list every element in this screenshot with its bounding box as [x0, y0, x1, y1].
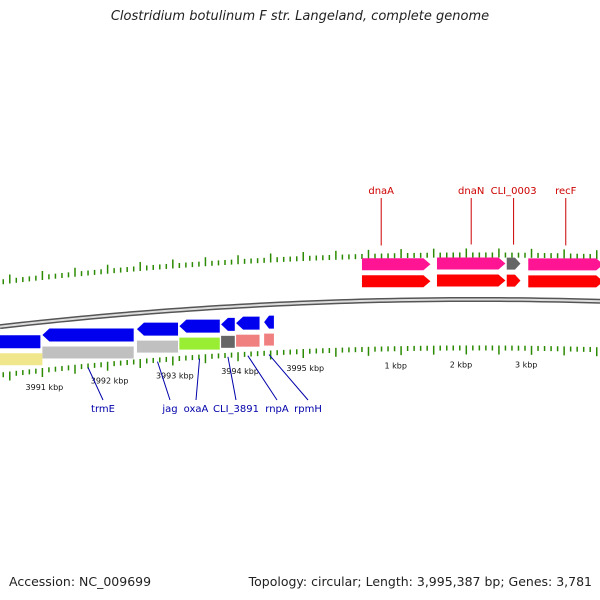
- reverse-cds-rpmH: [264, 333, 274, 346]
- reverse-gene-label: rnpA: [265, 404, 289, 415]
- reverse-gene-label: jag: [161, 404, 177, 415]
- reverse-gene-oxaA: [179, 319, 220, 333]
- forward-gene-label: dnaA: [368, 186, 394, 197]
- scale-label: 3995 kbp: [286, 364, 324, 373]
- forward-gene-dnaN: [436, 274, 506, 287]
- reverse-gene-label: trmE: [91, 404, 115, 415]
- reverse-cds-partial: [0, 353, 43, 366]
- reverse-gene-rpmH: [264, 315, 274, 329]
- reverse-label-leader: [268, 354, 309, 401]
- reverse-gene-rnpA: [236, 316, 260, 330]
- gene-labels: dnaA dnaN CLI_0003 recF trmE jag oxaA CLI_3891 r…: [87, 186, 577, 415]
- forward-gene-label: dnaN: [458, 186, 484, 197]
- scale-label: 3991 kbp: [26, 383, 64, 392]
- reverse-label-leader: [195, 358, 201, 401]
- forward-gene-label: CLI_0003: [491, 186, 537, 197]
- scale-label: 3994 kbp: [221, 367, 259, 376]
- scale-label: 3993 kbp: [156, 371, 194, 380]
- outer-tick-marks: [2, 248, 598, 285]
- reverse-cds-rnpA: [236, 334, 260, 347]
- reverse-strand-features: [0, 315, 274, 366]
- reverse-cds-CLI_3891: [221, 335, 235, 348]
- reverse-label-leader: [247, 355, 278, 401]
- scale-label: 1 kbp: [385, 361, 407, 370]
- forward-gene-recF: [528, 275, 600, 288]
- genome-stats-text: Topology: circular; Length: 3,995,387 bp…: [248, 574, 592, 589]
- forward-cds-CLI_0003: [506, 257, 521, 270]
- forward-cds-dnaA: [361, 258, 431, 271]
- reverse-gene-trmE: [42, 328, 134, 342]
- forward-gene-CLI_0003: [506, 274, 521, 287]
- scale-label: 3992 kbp: [91, 377, 129, 386]
- reverse-gene-CLI_3891: [221, 317, 235, 331]
- reverse-gene-label: rpmH: [294, 404, 322, 415]
- scale-label: 2 kbp: [450, 360, 472, 369]
- forward-cds-dnaN: [436, 257, 506, 270]
- reverse-gene-partial: [0, 335, 41, 349]
- map-title: Clostridium botulinum F str. Langeland, …: [110, 9, 490, 24]
- reverse-gene-label: oxaA: [184, 404, 209, 415]
- reverse-label-leader: [157, 361, 171, 401]
- forward-gene-label: recF: [555, 186, 577, 197]
- inner-tick-marks: [2, 345, 598, 381]
- backbone-inner-line: [0, 298, 600, 328]
- forward-gene-dnaA: [361, 275, 431, 288]
- reverse-label-leader: [227, 356, 237, 401]
- scale-labels: 3991 kbp 3992 kbp 3993 kbp 3994 kbp 3995 kbp…: [26, 360, 538, 392]
- accession-text: Accession: NC_009699: [9, 574, 152, 589]
- forward-cds-recF: [528, 258, 600, 271]
- reverse-gene-jag: [136, 322, 179, 336]
- scale-label: 3 kbp: [515, 361, 537, 370]
- reverse-cds-jag: [136, 340, 179, 353]
- genome-backbone: [0, 296, 600, 330]
- reverse-cds-oxaA: [179, 337, 220, 350]
- reverse-gene-label: CLI_3891: [213, 404, 259, 415]
- reverse-label-leader: [87, 367, 104, 401]
- forward-strand-features: [361, 257, 600, 288]
- reverse-cds-trmE: [42, 346, 134, 359]
